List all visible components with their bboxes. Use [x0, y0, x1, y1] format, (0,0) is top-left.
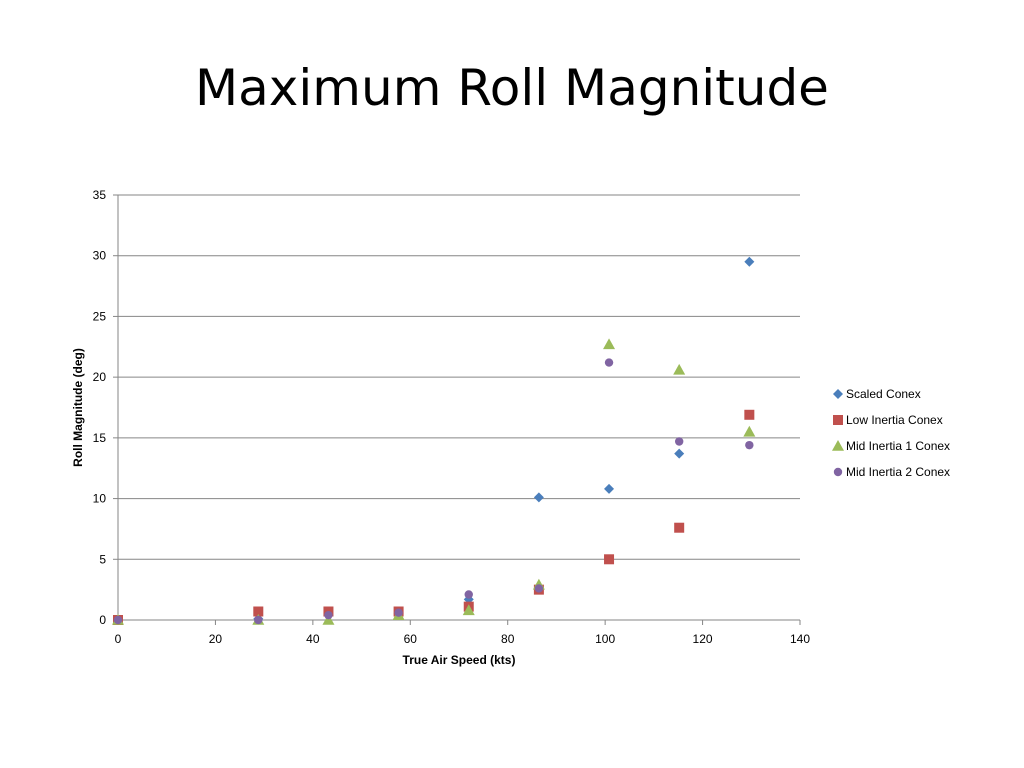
x-tick-label: 80 [501, 632, 515, 646]
data-point-series-2 [674, 522, 685, 533]
data-point-series-3 [603, 338, 616, 350]
data-point-series-4 [464, 590, 473, 599]
legend-marker [833, 389, 843, 399]
legend-marker [833, 467, 843, 477]
data-point-series-1 [744, 256, 755, 267]
data-point-series-4 [534, 584, 544, 593]
data-point-series-2 [744, 409, 755, 420]
legend-label: Mid Inertia 1 Conex [846, 439, 950, 453]
chart-grid [118, 194, 800, 560]
y-tick-label: 0 [99, 613, 106, 627]
data-point-series-4 [254, 615, 263, 625]
x-tick-label: 140 [790, 632, 810, 646]
legend-item: Low Inertia Conex [833, 413, 943, 427]
y-tick-label: 30 [93, 249, 107, 263]
legend-item: Scaled Conex [833, 387, 921, 401]
data-point-series-3 [322, 614, 335, 625]
x-tick-label: 20 [209, 632, 223, 646]
y-tick-label: 5 [99, 552, 106, 566]
data-point-series-3 [673, 363, 686, 375]
x-tick-label: 100 [595, 632, 615, 646]
chart-points [112, 256, 756, 625]
x-tick-label: 60 [404, 632, 418, 646]
data-point-series-2 [253, 606, 264, 617]
data-point-series-4 [604, 358, 614, 367]
data-point-series-4 [324, 610, 333, 620]
legend-label: Scaled Conex [846, 387, 921, 401]
y-tick-label: 15 [93, 431, 107, 445]
legend-item: Mid Inertia 1 Conex [832, 439, 950, 453]
data-point-series-1 [674, 448, 685, 459]
data-point-series-3 [462, 604, 475, 616]
x-tick-label: 0 [115, 632, 122, 646]
x-axis-title: True Air Speed (kts) [403, 653, 516, 667]
data-point-series-3 [743, 425, 756, 437]
legend-label: Low Inertia Conex [846, 413, 943, 427]
data-point-series-1 [604, 483, 615, 494]
y-axis-title: Roll Magnitude (deg) [71, 348, 85, 467]
y-tick-label: 20 [93, 370, 107, 384]
data-point-series-4 [113, 615, 123, 625]
data-point-series-1 [533, 492, 544, 503]
y-tick-label: 10 [93, 492, 107, 506]
legend-label: Mid Inertia 2 Conex [846, 465, 950, 479]
legend-item: Mid Inertia 2 Conex [833, 465, 950, 479]
y-tick-label: 35 [93, 188, 107, 202]
data-point-series-4 [674, 437, 684, 446]
data-point-series-2 [604, 554, 615, 565]
data-point-series-4 [745, 440, 754, 450]
data-point-series-4 [394, 608, 403, 617]
legend-marker [832, 440, 844, 451]
x-tick-label: 40 [306, 632, 320, 646]
y-tick-label: 25 [93, 309, 107, 323]
chart-legend: Scaled Conex Low Inertia Conex Mid Inertia… [832, 387, 950, 479]
x-tick-label: 120 [693, 632, 713, 646]
chart-axes [113, 194, 801, 625]
slide-title: Maximum Roll Magnitude [195, 59, 829, 117]
legend-marker [833, 415, 843, 425]
chart-tick-labels: 0 5 10 15 20 25 30 35 0 20 40 60 80 100 120 140 [93, 188, 811, 646]
